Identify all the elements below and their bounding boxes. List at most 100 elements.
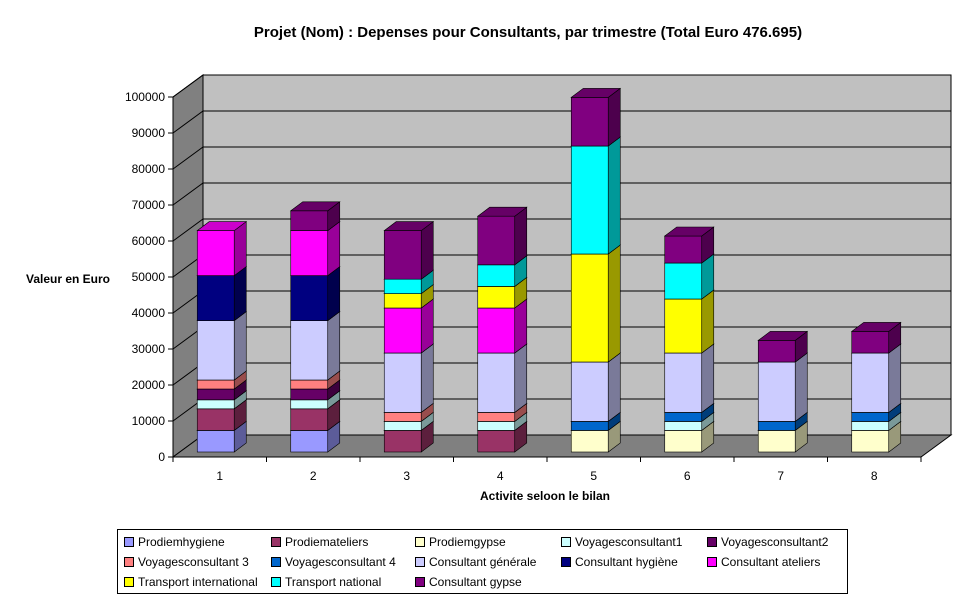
legend-label: Voyagesconsultant 3 [138,555,249,569]
bar-stack-6 [663,226,715,453]
bar-segment [383,221,435,280]
legend-swatch [561,557,571,567]
legend-label: Consultant générale [429,555,537,569]
bar-segment [663,343,715,413]
x-axis-title: Activite seloon le bilan [480,489,610,503]
y-axis-title: Valeur en Euro [26,272,110,286]
legend-item: Consultant générale [415,554,536,570]
bar-stack-4 [476,206,528,453]
bar-segment [476,206,528,266]
bar-segment [570,244,622,363]
bar-stack-2 [289,201,341,453]
legend-label: Transport international [138,575,258,589]
legend-item: Prodiemateliers [271,534,368,550]
legend-item: Consultant ateliers [707,554,820,570]
legend-item: Transport international [124,574,258,590]
legend-label: Consultant ateliers [721,555,821,569]
bar-stack-7 [757,330,809,453]
bar-segment [850,343,902,413]
legend-swatch [707,557,717,567]
gridline [172,146,951,170]
legend-label: Consultant gypse [429,575,522,589]
legend: Prodiemhygiene Prodiemateliers Prodiemgyps… [117,529,848,594]
plot-area [171,74,953,458]
bar-segment [383,343,435,413]
legend-item: Prodiemhygiene [124,534,225,550]
x-tick-label: 4 [497,469,504,483]
gridline [172,74,951,98]
bar-segment [663,226,715,264]
legend-item: Voyagesconsultant1 [561,534,682,550]
legend-item: Prodiemgypse [415,534,506,550]
bar-stack-5 [570,87,622,453]
y-tick-label: 70000 [132,198,166,212]
legend-item: Transport national [271,574,381,590]
legend-label: Voyagesconsultant 4 [285,555,396,569]
bar-segment [663,289,715,354]
legend-label: Consultant hygiène [575,555,678,569]
y-tick-label: 40000 [132,306,166,320]
legend-label: Transport national [285,575,382,589]
legend-swatch [415,577,425,587]
floor [171,434,953,458]
bars [196,87,902,453]
x-tick-label: 2 [310,469,317,483]
y-tick-label: 80000 [132,162,166,176]
legend-item: Voyagesconsultant 4 [271,554,396,570]
x-tick-label: 1 [216,469,223,483]
legend-swatch [271,577,281,587]
y-tick-label: 100000 [125,90,165,104]
legend-label: Voyagesconsultant1 [575,535,683,549]
y-tick-label: 20000 [132,378,166,392]
legend-label: Prodiemhygiene [138,535,225,549]
gridline [172,218,951,242]
legend-swatch [415,557,425,567]
legend-swatch [124,537,134,547]
bar-segment [757,330,809,363]
bar-segment [196,311,248,381]
legend-swatch [415,537,425,547]
legend-swatch [124,557,134,567]
legend-label: Prodiemgypse [429,535,506,549]
x-tick-label: 3 [403,469,410,483]
y-tick-label: 30000 [132,342,166,356]
legend-item: Consultant hygiène [561,554,678,570]
bar-segment [570,136,622,255]
legend-item: Voyagesconsultant 3 [124,554,249,570]
legend-swatch [271,537,281,547]
bar-segment [196,221,248,277]
bar-segment [476,343,528,413]
legend-label: Prodiemateliers [285,535,369,549]
x-tick-label: 5 [590,469,597,483]
bar-segment [757,352,809,422]
legend-item: Voyagesconsultant2 [707,534,828,550]
x-tick-label: 6 [684,469,691,483]
y-tick-label: 10000 [132,414,166,428]
bar-segment [570,87,622,147]
bar-stack-8 [850,321,902,453]
bar-segment [570,352,622,422]
legend-swatch [271,557,281,567]
bar-segment [289,201,341,232]
legend-swatch [561,537,571,547]
x-axis-ticks: 1 2 3 4 5 6 7 8 [172,456,922,483]
y-axis-ticks: 0 10000 20000 30000 40000 50000 60000 70000 8000… [125,90,174,464]
legend-swatch [124,577,134,587]
y-tick-label: 60000 [132,234,166,248]
bar-stack-1 [196,221,248,453]
bar-segment [289,311,341,381]
y-tick-label: 0 [158,450,165,464]
gridline [172,110,951,134]
chart-title: Projet (Nom) : Depenses pour Consultants… [254,24,802,41]
legend-label: Voyagesconsultant2 [721,535,829,549]
x-tick-label: 7 [777,469,784,483]
bar-segment [850,321,902,354]
x-tick-label: 8 [871,469,878,483]
bar-stack-3 [383,221,435,453]
y-tick-label: 50000 [132,270,166,284]
legend-swatch [707,537,717,547]
legend-item: Consultant gypse [415,574,522,590]
gridline [172,182,951,206]
y-tick-label: 90000 [132,126,166,140]
